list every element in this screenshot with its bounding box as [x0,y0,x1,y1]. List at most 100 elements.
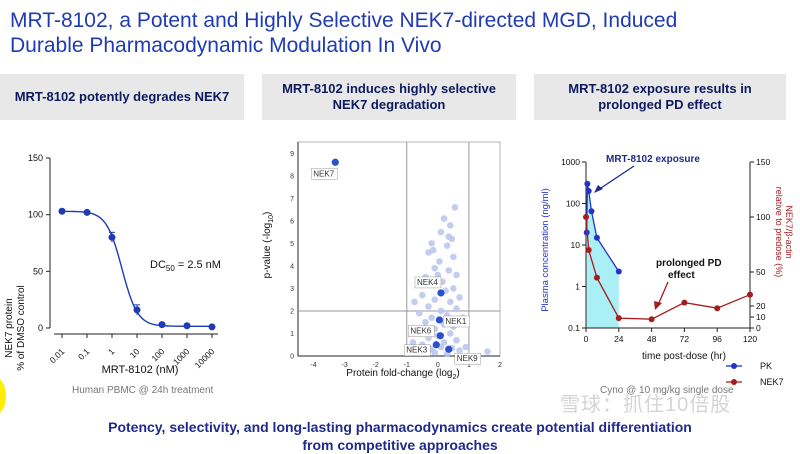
volcano-x-tick-label: -1 [404,362,410,369]
pk-pd-right-tick-label: 0 [756,323,761,333]
pk-pd-right-tick-label: 150 [756,157,770,167]
volcano-background-point [409,339,417,346]
volcano-background-point [456,347,463,354]
volcano-background-point [456,294,463,301]
dose-response-point [183,322,191,330]
nek7-point [714,305,721,312]
dose-response-point [108,233,116,241]
exposure-arrow [597,165,635,191]
pk-pd-right-tick-label: 20 [756,301,766,311]
volcano-x-tick-label: 2 [498,362,502,369]
volcano-background-point [428,314,435,322]
pk-point [615,268,622,275]
pd-annotation-line2: effect [668,270,695,281]
dose-response-x-tick-label: 10 [128,346,142,360]
volcano-xlabel-close: ) [456,368,459,379]
exposure-annotation: MRT-8102 exposure [606,154,700,165]
pk-point [584,180,591,187]
volcano-y-tick-label: 7 [290,196,294,203]
bottom-statement-line1: Potency, selectivity, and long-lasting p… [108,419,692,435]
legend-label-pk: PK [760,361,772,371]
dose-response-y-tick-label: 100 [28,210,43,220]
volcano-background-point [443,242,451,249]
dc50-annotation: DC50 = 2.5 nM [150,259,221,273]
volcano-ylabel: p-value (-log10) [262,212,275,279]
pd-annotation-line1: prolonged PD [656,258,722,269]
volcano-background-point [437,228,445,236]
middle-panel-header-line2: NEK7 degradation [332,97,446,112]
volcano-xlabel: Protein fold-change (log2) [346,368,459,381]
dose-response-x-tick-label: 10000 [193,346,217,370]
left-panel-header: MRT-8102 potently degrades NEK7 [0,74,244,120]
volcano-label-box [408,325,435,337]
volcano-background-point [415,309,423,317]
volcano-background-point [445,267,453,274]
legend-label-nek7: NEK7 [760,377,784,387]
volcano-y-tick-label: 2 [290,308,294,315]
volcano-background-point [411,298,418,306]
volcano-ylabel-main: p-value (-log [262,223,273,279]
volcano-x-tick-label: -4 [310,362,316,369]
pk-point [585,188,592,195]
volcano-x-tick-label: 1 [467,362,471,369]
right-caption: Cyno @ 10 mg/kg single dose [600,385,734,396]
pk-pd-legend: PK NEK7 [726,361,784,387]
volcano-label-nek1: NEK1 [445,317,466,326]
volcano-background-point [428,240,435,247]
pk-pd-x-tick-label: 48 [647,334,657,344]
dose-response-point [58,207,66,215]
volcano-xlabel-main: Protein fold-change (log [346,368,452,379]
volcano-y-tick-label: 0 [290,354,294,361]
volcano-label-box [404,344,431,356]
legend-marker-nek7 [731,379,737,385]
volcano-point-nek9 [445,345,453,353]
volcano-background-point [419,291,426,299]
slide-title: MRT-8102, a Potent and Highly Selective … [10,8,790,58]
pk-pd-left-tick-label: 1000 [561,157,580,167]
volcano-x-tick-label: -3 [341,362,347,369]
volcano-xlabel-sub: 2 [452,374,456,381]
volcano-background-point [484,348,491,355]
volcano-background-point [462,343,470,351]
volcano-ylabel-close: ) [262,212,273,215]
pk-pd-right-tick-label: 100 [756,212,770,222]
volcano-x-tick-label: -2 [373,362,379,369]
auc-shaded-region [586,183,619,328]
nek7-point [648,316,655,323]
dose-response-point [83,208,91,216]
volcano-background-point [429,246,437,254]
slide-title-line2: Durable Pharmacodynamic Modulation In Vi… [10,34,442,57]
volcano-background-point [446,222,454,229]
volcano-background-point [431,349,439,356]
volcano-ylabel-sub: 10 [268,215,275,223]
pk-pd-ylabel-right-line1: NEK7/β-actin [784,205,794,258]
volcano-label-nek6: NEK6 [410,327,431,336]
volcano-point-nek7 [331,158,339,166]
dose-response-point [208,323,216,331]
pk-pd-x-tick-label: 24 [614,334,624,344]
volcano-background-point [450,253,457,261]
pd-arrow [657,281,669,306]
slide-title-line1: MRT-8102, a Potent and Highly Selective … [10,9,678,32]
volcano-label-nek7: NEK7 [313,169,334,178]
volcano-label-nek9: NEK9 [457,354,478,363]
nek7-line [585,216,751,320]
volcano-background-point [446,330,454,337]
pk-pd-xlabel: time post-dose (hr) [642,351,726,362]
volcano-background-point [425,303,432,310]
volcano-y-tick-label: 3 [290,286,294,293]
pk-pd-x-tick-label: 0 [584,334,589,344]
volcano-y-tick-label: 6 [290,218,294,225]
dc50-annotation-prefix: DC [150,259,166,271]
left-caption: Human PBMC @ 24h treatment [72,385,214,396]
pk-pd-left-tick-label: 0.1 [568,323,580,333]
pk-pd-left-tick-label: 10 [571,240,581,250]
nek7-point [583,214,589,220]
bottom-statement: Potency, selectivity, and long-lasting p… [60,418,740,454]
legend-marker-pk [731,363,737,369]
pk-pd-x-tick-label: 120 [743,334,757,344]
dc50-annotation-suffix: = 2.5 nM [175,259,221,271]
volcano-background-point [440,215,448,222]
nek7-point [615,315,622,322]
